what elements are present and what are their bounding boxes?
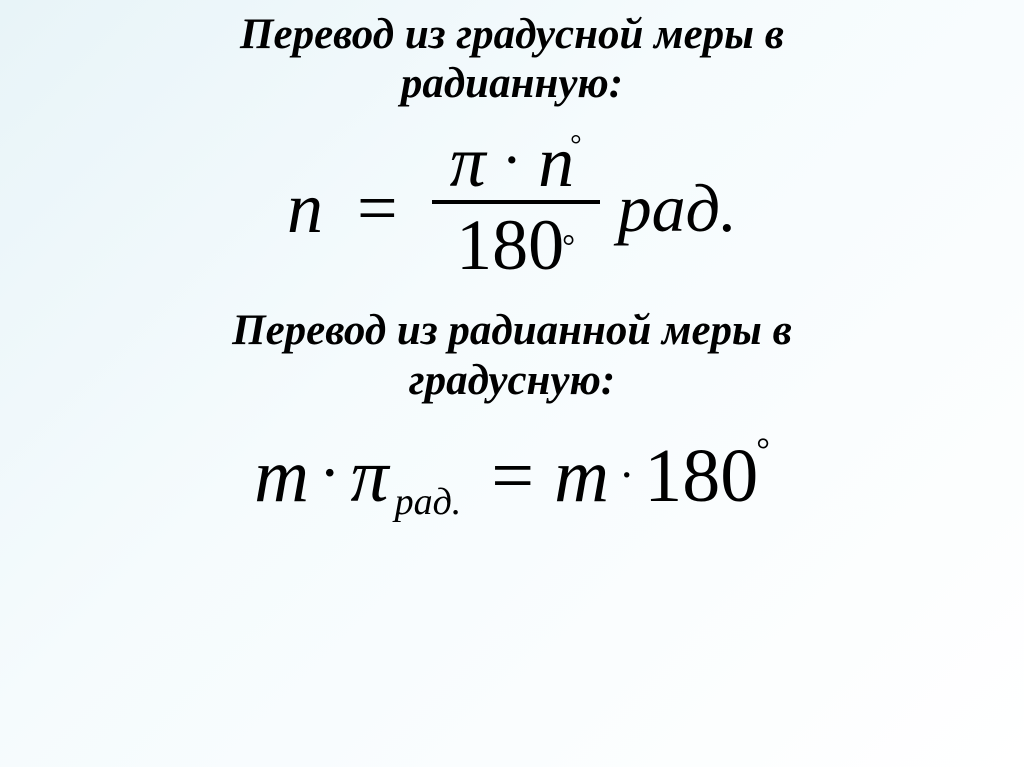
denominator: 180° xyxy=(438,204,593,284)
equals-sign: = xyxy=(357,167,398,250)
heading-rad-to-deg: Перевод из радианной меры в градусную: xyxy=(232,306,792,405)
degree-sup: ° xyxy=(570,129,582,161)
degree-sup: ° xyxy=(756,432,770,469)
mult-dot: · xyxy=(319,435,341,510)
n-var: n° xyxy=(538,125,582,201)
lhs-n: n xyxy=(287,167,323,250)
val-180: 180° xyxy=(644,433,770,520)
degree-sup: ° xyxy=(562,230,575,264)
heading-line: радианную: xyxy=(401,60,623,107)
heading-deg-to-rad: Перевод из градусной меры в радианную: xyxy=(240,10,784,109)
mult-dot: · xyxy=(619,448,634,501)
mult-dot: · xyxy=(502,128,522,192)
heading-line: Перевод из градусной меры в xyxy=(240,11,784,58)
m-var: m xyxy=(554,433,609,520)
pi-symbol: π xyxy=(450,125,486,201)
subscript-rad: рад. xyxy=(395,480,462,524)
numerator: π · n° xyxy=(432,125,600,205)
fraction: π · n° 180° xyxy=(432,125,600,284)
formula-deg-to-rad: n = π · n° 180° рад. xyxy=(287,129,737,288)
formula-rad-to-deg: m · π рад. = m · 180° xyxy=(254,433,770,520)
m-var: m xyxy=(254,433,309,520)
heading-line: Перевод из радианной меры в xyxy=(232,307,792,354)
equals-sign: = xyxy=(491,433,534,520)
pi-symbol: π xyxy=(350,433,388,520)
heading-line: градусную: xyxy=(409,357,615,404)
unit-rad: рад. xyxy=(618,169,737,248)
